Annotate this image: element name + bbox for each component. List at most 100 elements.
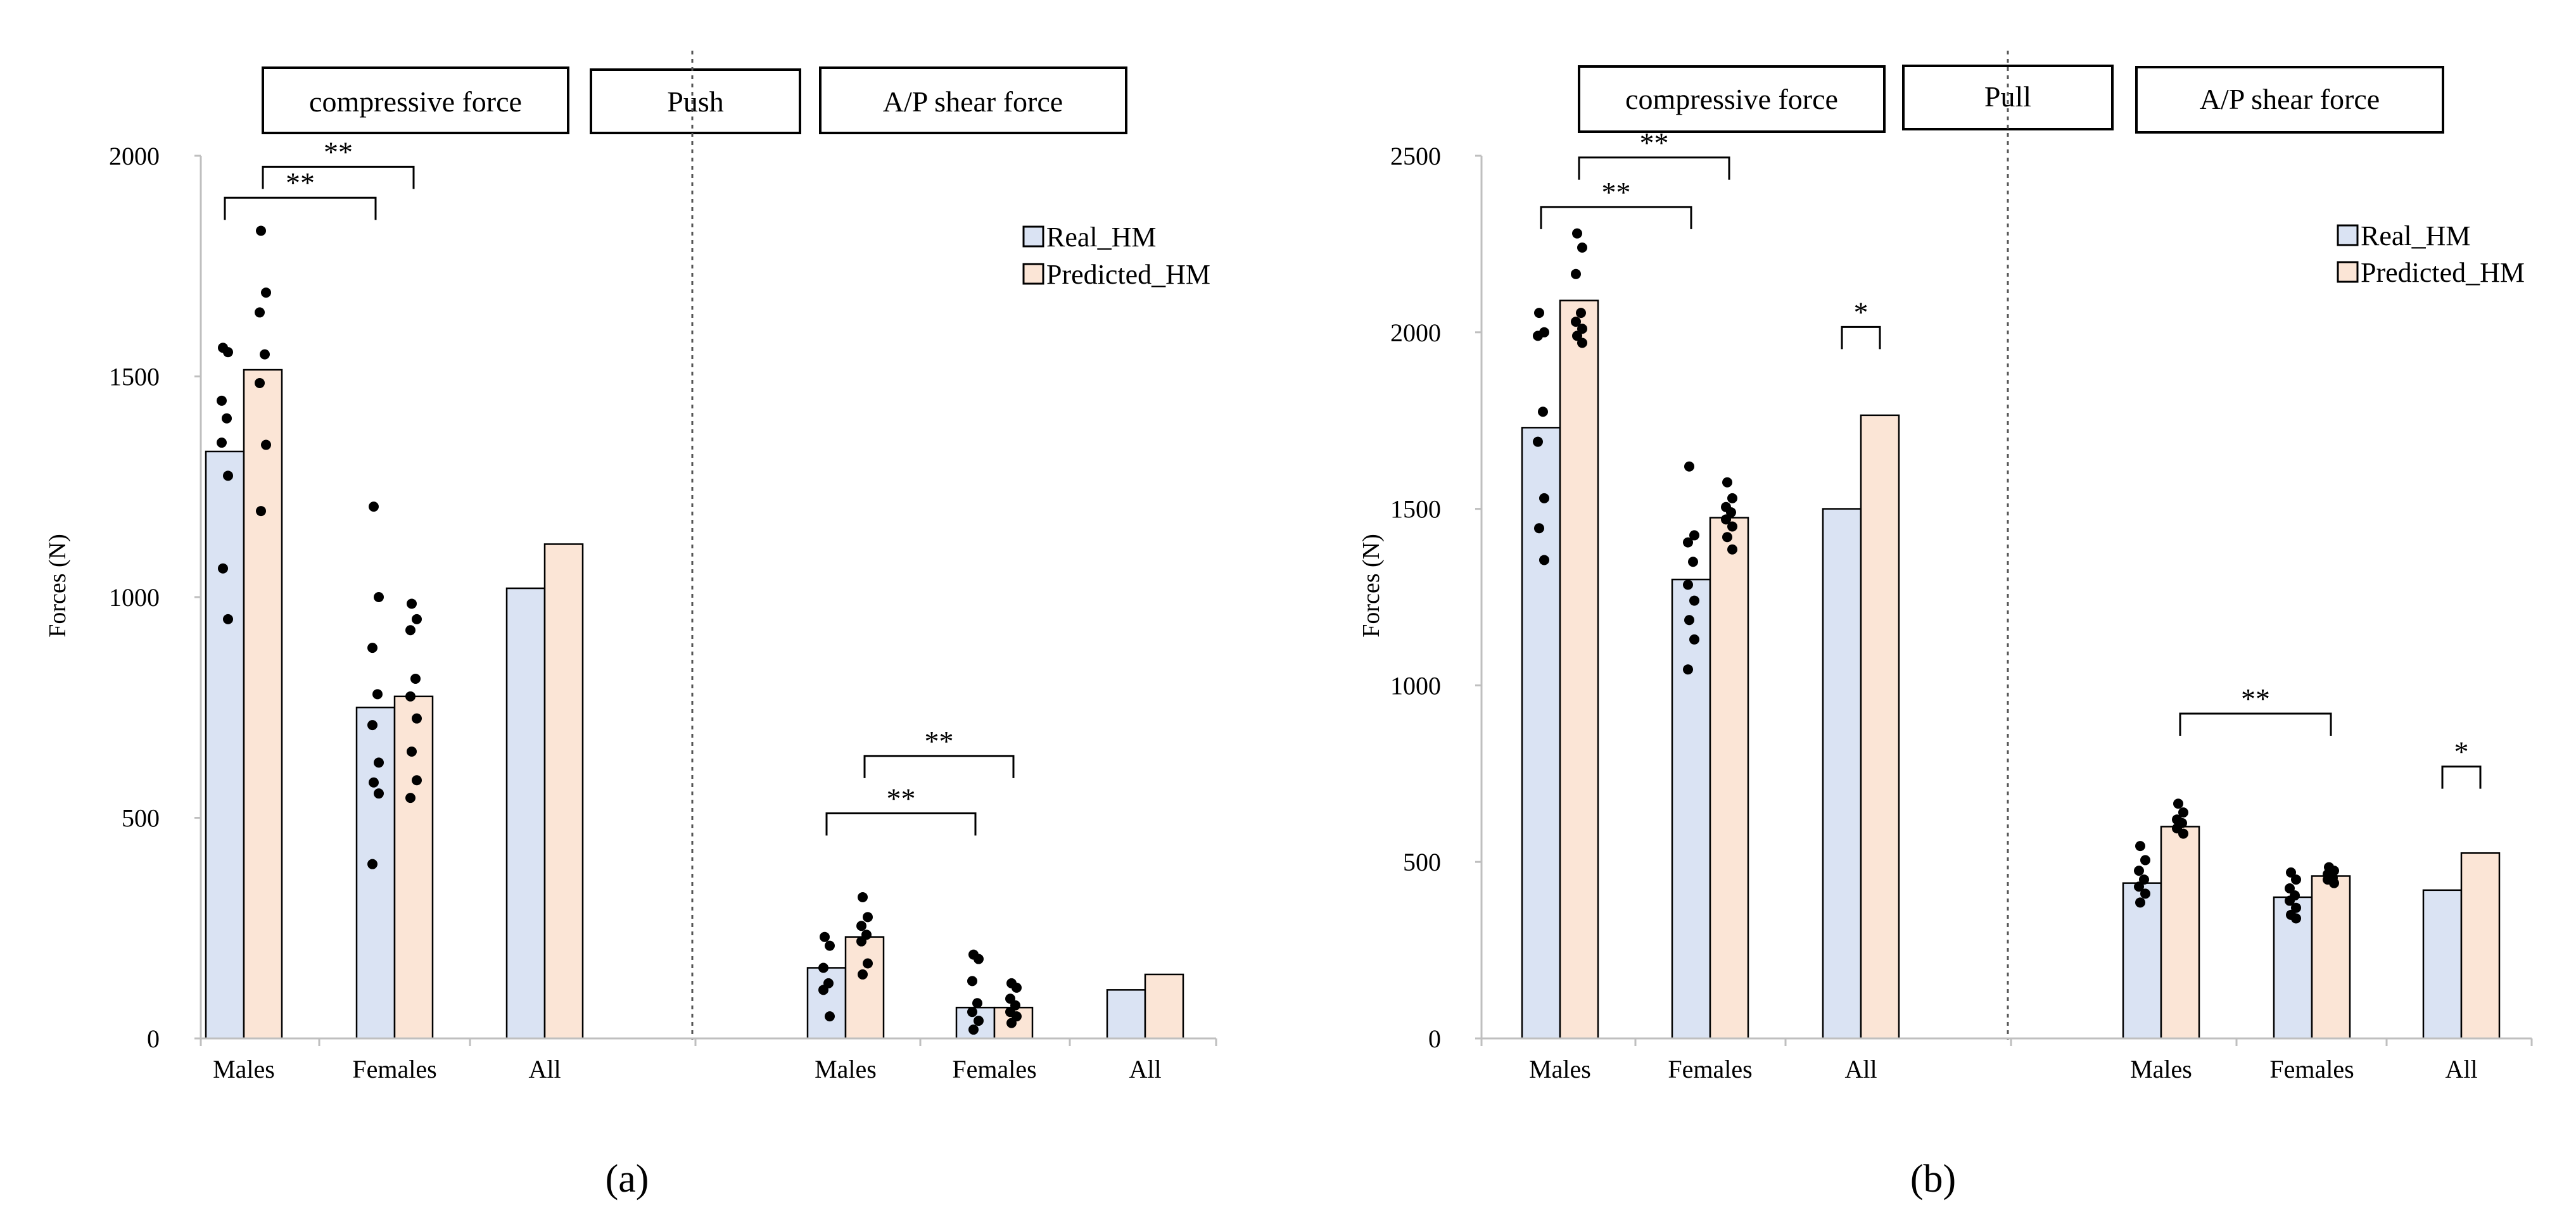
- panel-a-bar-predicted: [243, 369, 283, 1040]
- panel-a-y-tick-label: 0: [147, 1025, 160, 1053]
- panel-b-data-point: [1533, 331, 1543, 341]
- panel-b-significance-label: *: [1854, 296, 1869, 328]
- panel-b-x-tick-label: All: [1844, 1055, 1877, 1083]
- panel-b-data-point: [1688, 557, 1698, 567]
- panel-a-data-point: [369, 777, 379, 788]
- panel-b-header-box-left: compressive force: [1578, 65, 1886, 133]
- panel-a-data-point: [407, 746, 417, 757]
- panel-b-bar-predicted: [1860, 414, 1900, 1040]
- panel-b-legend-swatch-predicted: [2337, 261, 2359, 283]
- panel-a-group-left-title: compressive force: [309, 85, 522, 118]
- panel-b-data-point: [1577, 337, 1587, 348]
- panel-a-data-point: [974, 1016, 984, 1026]
- panel-a-bar-real: [806, 967, 847, 1040]
- panel-a-significance-label: **: [286, 167, 315, 199]
- panel-a-header-box-center: Push: [590, 68, 801, 134]
- panel-a-group-right-title: A/P shear force: [883, 85, 1063, 118]
- panel-a-data-point: [217, 438, 227, 448]
- panel-a-y-tick-label: 2000: [109, 142, 160, 170]
- panel-a-data-point: [820, 931, 830, 942]
- panel-b-data-point: [1538, 407, 1548, 417]
- panel-a-header-box-left: compressive force: [262, 66, 569, 134]
- panel-a-data-point: [974, 954, 984, 964]
- panel-a-bar-predicted: [844, 936, 885, 1040]
- panel-b-data-point: [2139, 874, 2149, 885]
- panel-a-data-point: [374, 757, 384, 768]
- panel-a-x-tick-label: Females: [952, 1055, 1036, 1083]
- panel-a-data-point: [218, 563, 228, 574]
- panel-a-data-point: [256, 506, 266, 517]
- panel-b-y-axis-title: Forces (N): [1358, 534, 1385, 638]
- panel-a-data-point: [967, 1007, 977, 1018]
- panel-b-data-point: [1571, 268, 1581, 279]
- panel-b-data-point: [2291, 902, 2301, 913]
- panel-a-y-tick-label: 1500: [109, 363, 160, 391]
- panel-a-x-tick-label: All: [528, 1055, 561, 1083]
- panel-a-data-point: [825, 940, 835, 951]
- panel-b-data-point: [1727, 493, 1737, 503]
- panel-a-y-tick-label: 1000: [109, 583, 160, 612]
- panel-a-data-point: [856, 921, 866, 931]
- panel-b-y-tick-label: 1500: [1390, 495, 1441, 524]
- panel-a-data-point: [818, 962, 828, 973]
- panel-b-x-tick-label: Males: [1529, 1055, 1591, 1083]
- panel-b: compressive force Pull A/P shear force F…: [1358, 51, 2533, 1201]
- panel-a-data-point: [405, 625, 416, 636]
- panel-a-data-point: [255, 307, 265, 318]
- panel-a-data-point: [223, 614, 233, 624]
- panel-b-significance-label: **: [1602, 176, 1631, 208]
- panel-b-legend-swatch-real: [2337, 224, 2359, 246]
- panel-b-data-point: [1539, 493, 1549, 503]
- panel-b-x-tick-label: Females: [1668, 1055, 1752, 1083]
- panel-b-data-point: [1689, 595, 1699, 606]
- panel-b-data-point: [1533, 436, 1543, 447]
- panel-b-data-point: [1683, 664, 1693, 675]
- panel-b-y-tick-label: 2500: [1390, 142, 1441, 170]
- panel-b-significance-label: **: [1640, 127, 1669, 159]
- panel-b-data-point: [1722, 477, 1732, 488]
- panel-b-data-point: [2178, 828, 2188, 839]
- panel-a-legend: Real_HM Predicted_HM: [1022, 222, 1210, 290]
- panel-a-data-point: [1012, 982, 1022, 993]
- panel-a-label: (a): [606, 1157, 649, 1201]
- panel-a-y-tick-label: 500: [122, 804, 160, 833]
- panel-a-data-point: [405, 793, 416, 804]
- panel-b-data-point: [2286, 867, 2296, 878]
- panel-b-data-point: [1683, 537, 1693, 548]
- panel-a-data-point: [261, 439, 271, 450]
- panel-b-data-point: [1534, 308, 1544, 318]
- panel-b-bar-predicted: [2160, 826, 2200, 1040]
- panel-b-legend-label-real: Real_HM: [2361, 220, 2471, 251]
- panel-b-data-point: [2140, 888, 2150, 899]
- panel-a-plot: 0 500 1000 1500 2000 Males Females All Males Fema…: [109, 136, 1217, 1083]
- panel-b-data-point: [2329, 878, 2339, 888]
- panel-a-data-point: [825, 1011, 835, 1022]
- panel-b-data-point: [1571, 317, 1581, 327]
- panel-b-bar-predicted: [1559, 300, 1599, 1040]
- panel-b-data-point: [1684, 461, 1694, 472]
- panel-a-significance-bracket: [825, 812, 977, 836]
- panel-a-x-tick-label: Females: [352, 1055, 436, 1083]
- panel-a-legend-label-real: Real_HM: [1046, 222, 1157, 253]
- panel-b-bar-real: [2422, 889, 2463, 1040]
- panel-a-x-tick-label: Males: [815, 1055, 877, 1083]
- panel-b-data-point: [1726, 507, 1736, 518]
- panel-b-data-point: [2178, 807, 2188, 818]
- panel-b-data-point: [1689, 530, 1699, 541]
- panel-b-data-point: [1572, 331, 1582, 341]
- panel-b-data-point: [2140, 855, 2150, 866]
- panel-b-data-point: [2135, 841, 2145, 852]
- panel-a-data-point: [223, 470, 233, 481]
- panel-a-bar-predicted: [543, 543, 584, 1040]
- panel-a-data-point: [256, 225, 266, 236]
- panel-b-data-point: [1684, 615, 1694, 626]
- panel-a-x-tick-label: All: [1129, 1055, 1161, 1083]
- panel-a-data-point: [405, 691, 416, 702]
- panel-b-significance-bracket: [1841, 325, 1881, 350]
- panel-b-data-point: [1576, 308, 1586, 318]
- panel-b-data-point: [2173, 798, 2183, 809]
- panel-a-data-point: [367, 643, 378, 653]
- panel-b-data-point: [2134, 881, 2144, 892]
- panel-a-data-point: [858, 969, 868, 980]
